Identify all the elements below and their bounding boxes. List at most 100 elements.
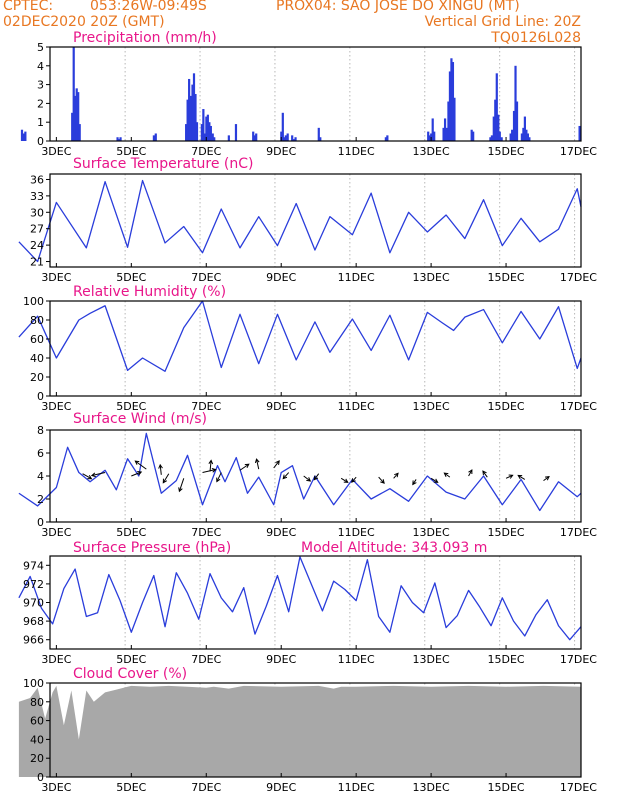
- humidity-title: Relative Humidity (%): [73, 284, 226, 300]
- x-tick-label: 17DEC: [560, 271, 597, 284]
- header-grid-note: Vertical Grid Line: 20Z: [425, 14, 581, 30]
- precipitation-bar: [489, 137, 492, 141]
- precipitation-bar: [24, 131, 27, 141]
- x-tick-label: 5DEC: [116, 526, 146, 539]
- precipitation-bar: [578, 125, 581, 141]
- x-tick-label: 11DEC: [338, 653, 375, 666]
- wind-arrow-head: [412, 480, 417, 486]
- precipitation-bar: [514, 65, 517, 141]
- cloud-cover-area: [18, 685, 581, 777]
- precipitation-bar: [205, 116, 208, 141]
- y-tick-label: 40: [30, 733, 44, 746]
- wind-arrow-head: [254, 458, 260, 464]
- x-tick-label: 13DEC: [413, 653, 450, 666]
- x-tick-label: 5DEC: [116, 145, 146, 158]
- y-tick-label: 972: [23, 578, 44, 591]
- x-tick-label: 9DEC: [266, 271, 296, 284]
- wind-arrow-head: [282, 474, 288, 480]
- precipitation-bar: [188, 78, 191, 141]
- precipitation-bar: [511, 129, 514, 141]
- precipitation-bar: [526, 133, 529, 141]
- precipitation-bar: [203, 133, 206, 141]
- precipitation-panel: 0 1 2 3 4 5 3DEC 5DEC 7DEC 9DEC 11DEC 13DEC 15DEC 17D…: [20, 41, 597, 158]
- x-tick-label: 9DEC: [266, 781, 296, 794]
- y-tick-label: 6: [37, 447, 44, 460]
- wind-arrow-head: [394, 472, 399, 478]
- wind-vector-arrow: [282, 472, 290, 479]
- x-tick-label: 9DEC: [266, 526, 296, 539]
- y-tick-label: 20: [30, 752, 44, 765]
- precipitation-bar: [154, 133, 157, 141]
- wind-vector-arrow: [239, 463, 250, 471]
- wind-arrow-head: [275, 460, 280, 465]
- precipitation-frame: [49, 46, 582, 142]
- cloud-cover-frame: [49, 682, 582, 778]
- wind-panel: 0 2 4 6 8 3DEC 5DEC 7DEC 9DEC 11DEC 13DEC 15DEC 17DE…: [18, 424, 597, 539]
- header-run-time: 02DEC2020 20Z (GMT): [3, 14, 165, 30]
- temperature-panel: 21 24 27 30 33 36 3DEC 5DEC 7DEC 9DEC 11DEC 13DEC 15…: [18, 173, 597, 284]
- precipitation-bar: [117, 139, 121, 141]
- wind-arrow-head: [216, 477, 221, 483]
- y-tick-label: 966: [23, 634, 44, 647]
- y-tick-label: 80: [30, 696, 44, 709]
- wind-arrow-head: [443, 472, 449, 477]
- wind-arrow-head: [544, 475, 550, 481]
- wind-arrow-head: [517, 474, 523, 480]
- precipitation-bar: [283, 137, 286, 141]
- header-model-code: TQ0126L028: [490, 30, 581, 46]
- y-tick-label: 0: [37, 516, 44, 529]
- wind-vector-arrow: [178, 478, 185, 492]
- precipitation-bar: [447, 101, 450, 141]
- wind-arrow-head: [468, 469, 473, 475]
- x-tick-label: 15DEC: [487, 781, 524, 794]
- wind-title: Surface Wind (m/s): [73, 411, 207, 427]
- precipitation-bar: [208, 122, 211, 141]
- wind-arrow-head: [90, 472, 96, 478]
- y-tick-label: 33: [30, 190, 44, 203]
- y-tick-label: 8: [37, 424, 44, 437]
- wind-vector-arrow: [216, 472, 222, 482]
- precipitation-bar: [252, 131, 255, 141]
- wind-vector-arrow: [517, 475, 526, 480]
- precipitation-bar: [470, 129, 473, 141]
- x-tick-label: 7DEC: [191, 653, 221, 666]
- x-tick-label: 9DEC: [266, 145, 296, 158]
- precipitation-bar: [451, 62, 455, 141]
- header-coordinates: 053:26W-09:49S: [90, 0, 207, 14]
- precipitation-bar: [78, 124, 81, 141]
- y-tick-label: 60: [30, 333, 44, 346]
- precipitation-bar: [227, 135, 230, 141]
- wind-arrow-head: [380, 479, 385, 484]
- y-tick-label: 5: [37, 41, 44, 54]
- precipitation-bar: [520, 133, 523, 141]
- x-tick-label: 11DEC: [338, 145, 375, 158]
- precipitation-bar: [515, 101, 519, 141]
- precipitation-bar: [500, 137, 503, 141]
- precipitation-bar: [280, 131, 283, 141]
- precipitation-bar: [206, 114, 209, 141]
- x-tick-label: 11DEC: [338, 526, 375, 539]
- x-tick-label: 11DEC: [338, 271, 375, 284]
- precipitation-bar: [185, 124, 188, 141]
- precipitation-bar: [445, 127, 449, 141]
- precipitation-bar: [509, 133, 512, 141]
- precipitation-bar: [186, 99, 189, 141]
- precipitation-title: Precipitation (mm/h): [73, 30, 217, 46]
- x-tick-label: 11DEC: [338, 400, 375, 413]
- header-source: CPTEC:: [3, 0, 53, 14]
- y-tick-label: 968: [23, 615, 44, 628]
- wind-vector-arrow: [430, 477, 438, 483]
- x-tick-label: 15DEC: [487, 400, 524, 413]
- y-tick-label: 21: [30, 256, 44, 269]
- x-tick-label: 7DEC: [191, 271, 221, 284]
- precipitation-bar: [152, 135, 156, 141]
- y-tick-label: 974: [23, 559, 44, 572]
- wind-arrow-head: [306, 477, 312, 482]
- precipitation-bar: [211, 133, 214, 141]
- precipitation-bar: [528, 137, 531, 141]
- y-tick-label: 1: [37, 116, 44, 129]
- pressure-panel: 966 968 970 972 974 3DEC 5DEC 7DEC 9DEC 11DEC 13DE…: [18, 555, 597, 666]
- precipitation-bar: [450, 58, 453, 141]
- header-station: PROX04: SAO JOSE DO XINGU (MT): [276, 0, 520, 14]
